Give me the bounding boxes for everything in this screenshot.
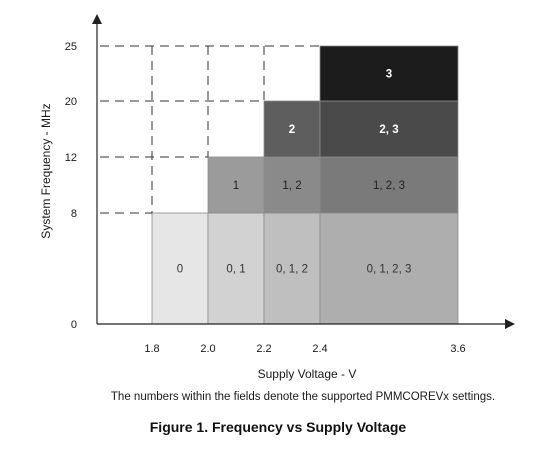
y-tick-label: 25 (65, 41, 77, 53)
y-tick-label: 20 (65, 96, 77, 108)
x-axis-title: Supply Voltage - V (258, 367, 357, 381)
y-tick-label: 12 (65, 152, 77, 164)
region-label-1-2-3: 1, 2, 3 (373, 180, 405, 192)
region-1-2-3 (319, 156, 459, 214)
x-tick-label: 2.4 (312, 343, 327, 355)
region-label-1-2: 1, 2 (282, 180, 301, 192)
region-0 (151, 212, 209, 325)
guides-layer (100, 45, 320, 214)
x-tick-label: 1.8 (144, 343, 159, 355)
region-1-2 (263, 156, 321, 214)
figure-caption: Figure 1. Frequency vs Supply Voltage (150, 419, 407, 435)
region-0-1 (207, 212, 265, 325)
settings-note: The numbers within the fields denote the… (111, 391, 495, 403)
region-label-0-1: 0, 1 (226, 264, 245, 276)
region-1 (207, 156, 265, 214)
y-axis-arrow-icon (92, 14, 102, 24)
region-label-3: 3 (386, 69, 392, 81)
region-2 (263, 100, 321, 158)
x-tick-label: 2.0 (200, 343, 215, 355)
x-axis-arrow-icon (505, 319, 515, 329)
region-label-0-1-2: 0, 1, 2 (276, 264, 308, 276)
region-3 (319, 45, 459, 102)
region-label-1: 1 (233, 180, 239, 192)
axes-layer (92, 14, 515, 329)
y-tick-label: 8 (71, 208, 77, 220)
region-label-0-1-2-3: 0, 1, 2, 3 (367, 264, 412, 276)
y-tick-label: 0 (71, 319, 77, 331)
x-tick-label: 3.6 (450, 343, 465, 355)
y-axis-title: System Frequency - MHz (39, 103, 53, 238)
region-label-2-3: 2, 3 (379, 124, 398, 136)
x-tick-label: 2.2 (256, 343, 271, 355)
region-label-2: 2 (289, 124, 295, 136)
region-0-1-2-3 (319, 212, 459, 325)
region-2-3 (319, 100, 459, 158)
region-label-0: 0 (177, 264, 183, 276)
regions-layer: 0 0, 1 0, 1, 2 0, 1, 2, 3 1 1, 2 1, 2, 3 2 2, 3 3 (151, 45, 459, 325)
